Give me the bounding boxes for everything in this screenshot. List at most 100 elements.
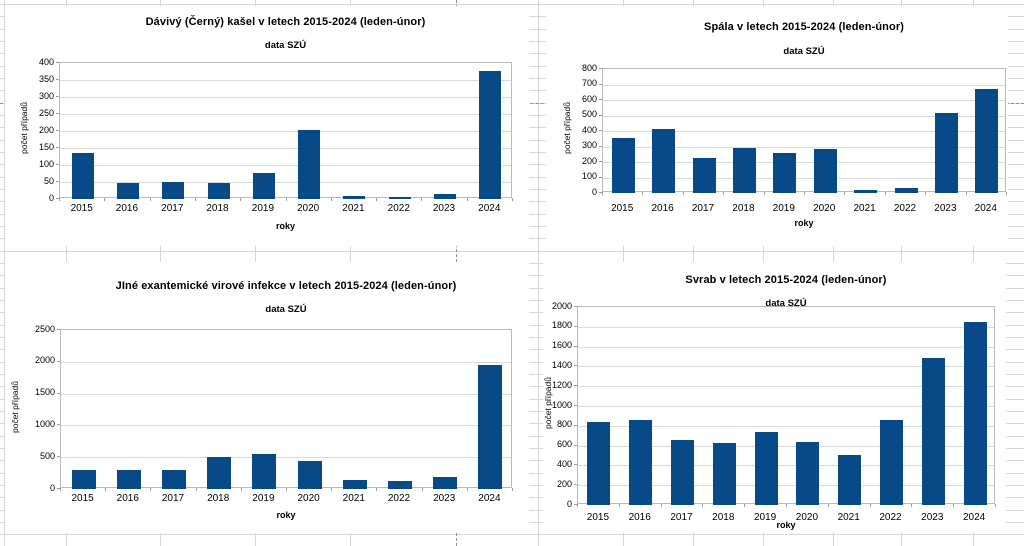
x-axis-tick — [466, 198, 468, 201]
bar-2020[interactable] — [298, 130, 321, 199]
bar-2018[interactable] — [207, 457, 232, 489]
bar-2019[interactable] — [754, 431, 778, 505]
y-axis-tick — [599, 99, 602, 100]
bar-2021[interactable] — [343, 195, 366, 199]
bar-2018[interactable] — [732, 147, 756, 193]
chart-panel-exantemicke-infekce[interactable]: JIné exantemické virové infekce v letech… — [5, 262, 529, 533]
bar-2016[interactable] — [116, 182, 139, 199]
bar-2015[interactable] — [71, 469, 96, 489]
x-axis-tick — [60, 488, 61, 491]
bar-2018[interactable] — [207, 183, 230, 199]
x-tick-label: 2017 — [670, 512, 693, 523]
bar-2024[interactable] — [975, 88, 999, 193]
bar-2017[interactable] — [692, 158, 716, 193]
sheet-row-line — [0, 250, 1024, 252]
y-axis-tick — [599, 176, 602, 178]
x-axis-tick — [804, 192, 805, 195]
x-axis-tick — [330, 198, 332, 201]
bar-2024[interactable] — [479, 70, 502, 199]
chart-panel-davivy-kasel[interactable]: Dávivý (Černý) kašel v letech 2015-2024 … — [5, 6, 529, 246]
x-tick-label: 2017 — [691, 203, 715, 214]
x-axis-tick — [195, 488, 197, 491]
x-axis-tick — [786, 504, 787, 507]
bar-2024[interactable] — [478, 365, 503, 489]
bar-2017[interactable] — [671, 440, 694, 505]
x-tick-label: 2022 — [893, 203, 917, 214]
bar-2019[interactable] — [252, 172, 275, 199]
y-tick-label: 1000 — [34, 418, 55, 429]
x-tick-label: 2015 — [586, 512, 610, 523]
bar-2020[interactable] — [813, 148, 837, 193]
y-axis-tick — [574, 385, 577, 387]
bar-2016[interactable] — [629, 419, 653, 505]
bar-2017[interactable] — [162, 182, 185, 199]
x-axis-tick — [240, 488, 242, 491]
chart-gridline — [578, 326, 994, 328]
x-tick-label: 2016 — [628, 512, 651, 523]
x-tick-label: 2017 — [161, 203, 184, 214]
y-tick-label: 0 — [49, 482, 55, 493]
x-tick-label: 2016 — [115, 203, 139, 214]
sheet-row-line — [0, 534, 1024, 536]
y-tick-label: 50 — [43, 175, 54, 186]
plot-area — [59, 62, 512, 199]
x-tick-label: 2018 — [207, 493, 230, 504]
y-axis-tick — [56, 147, 59, 148]
bar-2022[interactable] — [894, 188, 918, 193]
y-tick-label: 2000 — [551, 300, 572, 311]
x-tick-label: 2015 — [71, 493, 94, 504]
bar-2022[interactable] — [388, 196, 411, 199]
y-tick-label: 500 — [39, 450, 55, 461]
x-axis-title: roky — [776, 520, 796, 530]
y-axis-tick — [574, 464, 577, 466]
bar-2022[interactable] — [880, 419, 903, 505]
bar-2015[interactable] — [71, 153, 94, 199]
bar-2023[interactable] — [921, 358, 945, 505]
y-tick-label: 1200 — [551, 379, 572, 390]
bar-2018[interactable] — [712, 442, 736, 505]
bar-2022[interactable] — [388, 481, 412, 489]
x-tick-label: 2023 — [432, 203, 456, 214]
x-tick-label: 2024 — [478, 493, 501, 504]
bar-2023[interactable] — [433, 477, 458, 489]
chart-gridline — [60, 80, 511, 81]
bar-2024[interactable] — [963, 322, 987, 505]
bar-2019[interactable] — [773, 153, 797, 193]
y-axis-tick — [57, 456, 60, 458]
chart-gridline — [603, 162, 1005, 163]
chart-panel-spala[interactable]: Spála v letech 2015-2024 (leden-únor) da… — [546, 6, 1008, 246]
chart-panel-svrab[interactable]: Svrab v letech 2015-2024 (leden-únor) da… — [543, 262, 1006, 532]
chart-gridline — [578, 465, 994, 467]
y-tick-label: 300 — [38, 90, 54, 101]
x-axis-title: roky — [275, 221, 295, 231]
chart-gridline — [578, 346, 994, 348]
bar-2015[interactable] — [611, 138, 635, 193]
plot-area — [60, 329, 512, 489]
bar-2023[interactable] — [434, 194, 456, 199]
y-axis-tick — [57, 329, 60, 330]
bar-2016[interactable] — [652, 128, 676, 193]
y-axis-tick — [56, 198, 59, 199]
x-axis-tick — [466, 488, 468, 491]
bar-2016[interactable] — [116, 470, 141, 489]
x-tick-label: 2015 — [70, 203, 93, 214]
bar-2021[interactable] — [838, 454, 862, 505]
y-tick-label: 200 — [556, 478, 572, 489]
bar-2021[interactable] — [342, 479, 367, 489]
bar-2019[interactable] — [252, 453, 277, 489]
bar-2023[interactable] — [934, 112, 958, 193]
x-tick-label: 2024 — [478, 203, 501, 214]
y-tick-label: 400 — [38, 56, 54, 67]
bar-2015[interactable] — [587, 422, 611, 505]
x-tick-label: 2017 — [161, 493, 185, 504]
bar-2020[interactable] — [297, 460, 322, 489]
bar-2017[interactable] — [162, 470, 186, 489]
y-axis-tick — [574, 365, 577, 367]
chart-subtitle: data SZÚ — [783, 46, 825, 57]
x-axis-tick — [884, 192, 886, 195]
x-axis-tick — [925, 192, 927, 195]
bar-2021[interactable] — [854, 189, 878, 193]
x-axis-tick — [59, 198, 60, 201]
bar-2020[interactable] — [796, 442, 820, 505]
x-axis-tick — [602, 192, 603, 195]
